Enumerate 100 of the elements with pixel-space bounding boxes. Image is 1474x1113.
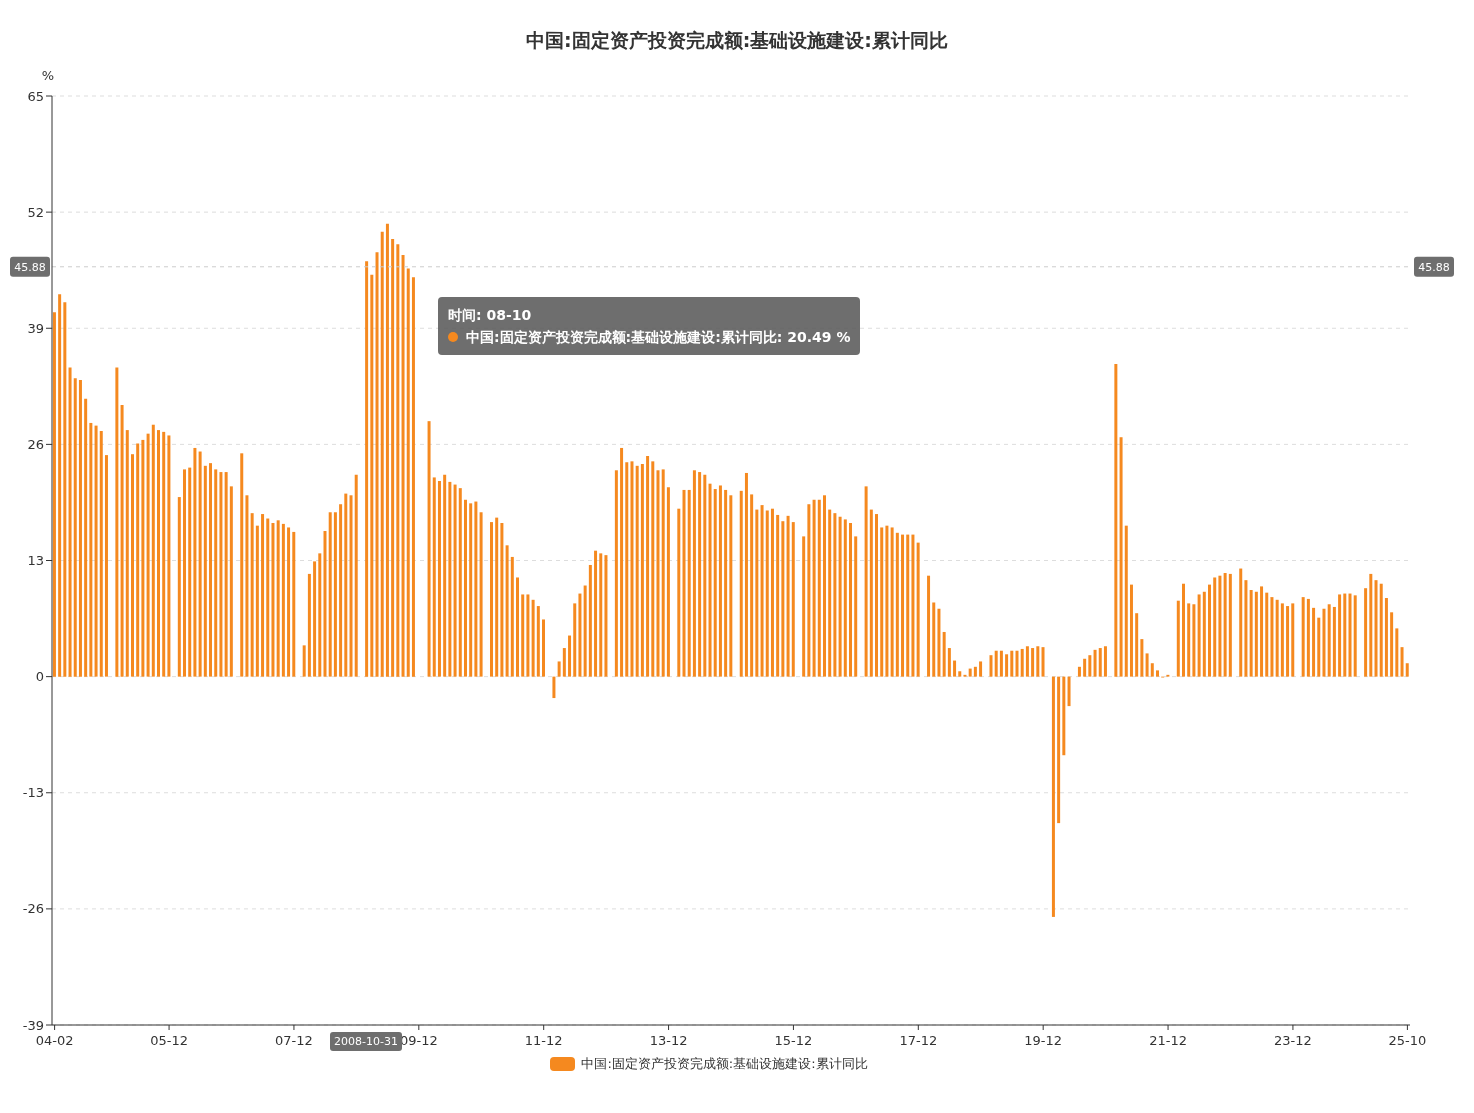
bar — [682, 489, 686, 677]
bar — [432, 477, 436, 677]
bar — [630, 461, 634, 677]
bar — [786, 515, 790, 677]
bar — [1077, 666, 1081, 677]
bar — [380, 231, 384, 677]
bar — [942, 631, 946, 677]
bar — [599, 553, 603, 677]
bar — [448, 481, 452, 677]
bar — [635, 465, 639, 677]
bar — [1155, 670, 1159, 677]
bar — [1322, 608, 1326, 677]
bar — [73, 378, 77, 677]
bar — [760, 505, 764, 677]
bar — [427, 421, 431, 677]
bar — [1254, 591, 1258, 677]
bar — [1150, 663, 1154, 677]
bar — [536, 606, 540, 677]
bar — [1114, 363, 1118, 677]
bar — [817, 499, 821, 677]
annotation: 中国:固定资产投资完成额:基础设施建设:累计同比: 20.49 % — [466, 328, 851, 347]
y-tick-label: 65 — [27, 88, 44, 104]
bar — [318, 553, 322, 677]
bar — [526, 594, 530, 677]
bar — [1249, 589, 1253, 677]
bar — [1223, 573, 1227, 677]
bar — [125, 430, 129, 677]
bar — [1265, 592, 1269, 677]
bar — [1182, 583, 1185, 677]
bar — [1270, 597, 1274, 677]
bar — [1093, 649, 1097, 677]
bar — [1140, 639, 1144, 677]
ref-line-label: 45.88 — [14, 260, 46, 274]
bar — [968, 668, 972, 677]
bar — [469, 503, 473, 677]
bar — [1369, 573, 1373, 677]
bar — [1197, 594, 1201, 677]
bar — [880, 527, 884, 677]
bar — [1036, 646, 1040, 677]
bar — [115, 367, 119, 677]
bar — [999, 650, 1003, 677]
bar — [1005, 654, 1009, 677]
bar — [313, 561, 317, 677]
bar — [588, 564, 592, 677]
bar — [979, 661, 983, 677]
bar — [989, 655, 993, 677]
bar — [183, 469, 187, 677]
bar — [354, 474, 358, 677]
bar — [84, 398, 88, 677]
bar — [1244, 580, 1248, 677]
bar — [781, 521, 785, 677]
bar — [198, 451, 202, 677]
bar — [807, 504, 811, 677]
bar — [906, 534, 910, 677]
bar — [1145, 653, 1149, 677]
bar — [1301, 597, 1305, 677]
bar — [927, 575, 931, 677]
bar — [614, 470, 618, 677]
bar — [1286, 606, 1290, 677]
bar — [271, 522, 275, 677]
bar — [562, 648, 566, 677]
bar — [1348, 593, 1352, 677]
bar — [1010, 650, 1014, 677]
bar — [453, 484, 457, 677]
bar — [203, 465, 207, 677]
x-tick-label: 11-12 — [524, 1033, 563, 1048]
bar — [120, 405, 124, 677]
bar — [1312, 607, 1316, 677]
bar — [973, 666, 977, 677]
bar — [292, 531, 296, 677]
bar — [516, 577, 520, 677]
bar — [1384, 598, 1388, 677]
bar — [1405, 663, 1409, 677]
bar — [1275, 599, 1279, 677]
bar — [1088, 655, 1092, 677]
bar — [1067, 676, 1071, 707]
bar — [52, 312, 56, 677]
bar — [458, 488, 462, 677]
x-tick-label: 07-12 — [275, 1033, 313, 1048]
bar — [890, 527, 894, 677]
bar — [1390, 612, 1394, 677]
bar — [864, 486, 868, 677]
bar — [724, 489, 728, 677]
bar — [188, 467, 192, 677]
bar — [620, 447, 624, 677]
bar — [1332, 606, 1336, 677]
bar — [687, 489, 691, 677]
bar — [802, 536, 806, 677]
bar — [193, 447, 197, 677]
bar — [744, 472, 748, 677]
bar — [1129, 584, 1133, 677]
bar — [1338, 594, 1342, 677]
bar — [552, 676, 556, 699]
bar — [953, 660, 957, 677]
bar — [78, 380, 82, 677]
bar — [583, 585, 587, 677]
bar — [765, 510, 769, 677]
bar — [406, 268, 410, 677]
bar — [1260, 586, 1264, 677]
bar — [1364, 588, 1368, 677]
